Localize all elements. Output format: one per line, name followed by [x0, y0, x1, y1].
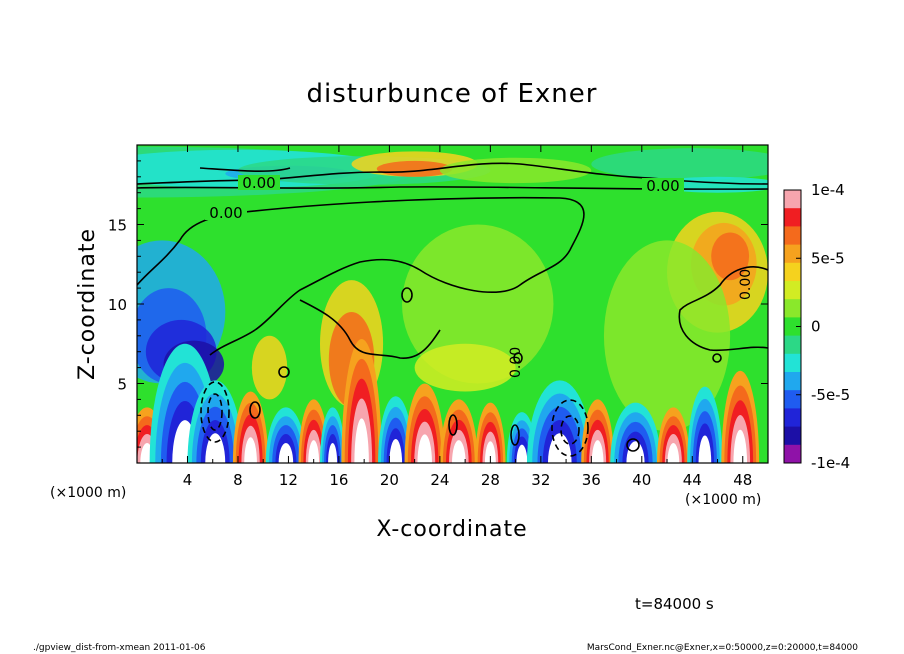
cell-ring — [354, 418, 369, 463]
field-blob — [402, 224, 554, 384]
x-unit-left: (×1000 m) — [50, 485, 126, 501]
contour-label-5: 0.00 — [738, 269, 754, 300]
cell-ring — [667, 442, 680, 463]
colorbar-ticks: 1e-4 5e-5 0 -5e-5 -1e-4 — [796, 181, 850, 472]
cell-ring — [244, 437, 257, 463]
x-tick-label: 8 — [233, 471, 243, 489]
field-blob — [414, 343, 516, 392]
colorbar-swatch — [784, 335, 801, 355]
colorbar-swatch — [784, 426, 801, 446]
y-tick-label: 15 — [108, 217, 127, 235]
cell-ring — [328, 442, 338, 463]
cell-ring — [626, 441, 645, 463]
x-tick-label: 4 — [183, 471, 193, 489]
x-axis: 4 8 12 16 20 24 28 32 36 40 44 48 — [161, 145, 752, 489]
x-tick-label: 36 — [582, 471, 601, 489]
contour-pos-4 — [626, 438, 640, 452]
contour-pos-7 — [513, 352, 523, 364]
contour-neg-3 — [551, 399, 589, 457]
contour-neg-2 — [207, 393, 223, 431]
x-unit-right: (×1000 m) — [685, 492, 761, 508]
y-tick-label: 10 — [108, 296, 127, 314]
x-tick-label: 28 — [481, 471, 500, 489]
contour-pos-8 — [712, 353, 722, 363]
field-blob — [251, 335, 288, 400]
x-tick-label: 12 — [279, 471, 298, 489]
x-tick-label: 40 — [632, 471, 651, 489]
colorbar-swatch — [784, 244, 801, 264]
y-tick-label: 5 — [117, 376, 127, 394]
x-axis-label: X-coordinate — [376, 517, 527, 542]
contour-zero-lowmid — [299, 299, 441, 359]
colorbar-tick-label: -5e-5 — [811, 386, 850, 404]
cell-ring — [698, 435, 712, 463]
contour-neg-4 — [560, 415, 580, 445]
colorbar-swatch — [784, 281, 801, 300]
contour-pos-2 — [448, 414, 458, 436]
plot-area: 0.00 0.00 0.00 0.00 0.00 — [137, 145, 768, 463]
field-blob — [711, 232, 750, 281]
contour-label-4: 0.00 — [508, 347, 524, 378]
colorbar-swatch — [784, 208, 801, 227]
colorbar-swatch — [784, 372, 801, 391]
x-tick-label: 48 — [733, 471, 752, 489]
contour-label-3: 0.00 — [209, 204, 242, 222]
x-tick-label: 20 — [380, 471, 399, 489]
contour-pos-1 — [249, 401, 261, 419]
cell-ring — [389, 438, 403, 463]
colorbar-swatch — [784, 226, 801, 246]
colorbar-tick-label: -1e-4 — [811, 454, 850, 472]
cell-ring — [451, 440, 466, 463]
y-axis: 5 10 15 — [108, 160, 768, 448]
colorbar-swatch — [784, 262, 801, 282]
field-blob — [603, 240, 731, 432]
cell-ring — [733, 429, 748, 463]
colorbar-swatch — [784, 444, 801, 464]
colorbar-tick-label: 0 — [811, 318, 821, 336]
colorbar-tick-label: 5e-5 — [811, 249, 845, 267]
cell-ring — [308, 440, 320, 463]
x-tick-label: 44 — [683, 471, 702, 489]
contour-label-2: 0.00 — [646, 177, 679, 195]
colorbar-swatch — [784, 299, 801, 318]
footer-left: ./gpview_dist-from-xmean 2011-01-06 — [33, 643, 206, 653]
chart-title: disturbunce of Exner — [307, 79, 598, 109]
colorbar-swatch — [784, 317, 801, 337]
colorbar — [784, 190, 801, 464]
colorbar-swatch — [784, 408, 801, 428]
contour-pos-3 — [510, 424, 520, 446]
cell-ring — [591, 440, 604, 463]
contour-pos-6 — [278, 366, 290, 378]
x-tick-label: 32 — [531, 471, 550, 489]
colorbar-swatch — [784, 390, 801, 409]
contour-zero-upper-left — [199, 167, 291, 172]
contour-pos-5 — [401, 287, 413, 303]
x-tick-label: 16 — [329, 471, 348, 489]
contour-zero-right — [678, 266, 768, 352]
cell-ring — [417, 434, 433, 463]
x-tick-label: 24 — [430, 471, 449, 489]
footer-right: MarsCond_Exner.nc@Exner,x=0:50000,z=0:20… — [587, 643, 858, 653]
cell-ring — [278, 442, 294, 463]
field-blob — [376, 160, 453, 177]
colorbar-swatch — [784, 190, 801, 209]
colorbar-tick-label: 1e-4 — [811, 181, 845, 199]
heatmap-field — [137, 145, 768, 463]
cell-ring — [516, 444, 528, 463]
cell-ring — [484, 441, 496, 463]
field-blob — [591, 148, 768, 180]
contour-neg-1 — [200, 381, 230, 443]
colorbar-swatch — [784, 353, 801, 373]
contour-label-group: 0.00 0.00 0.00 0.00 0.00 — [205, 174, 754, 378]
time-annotation: t=84000 s — [635, 595, 714, 613]
y-axis-label: Z-coordinate — [75, 228, 100, 380]
contour-zero-mid — [137, 186, 768, 190]
contour-label-1: 0.00 — [242, 174, 275, 192]
